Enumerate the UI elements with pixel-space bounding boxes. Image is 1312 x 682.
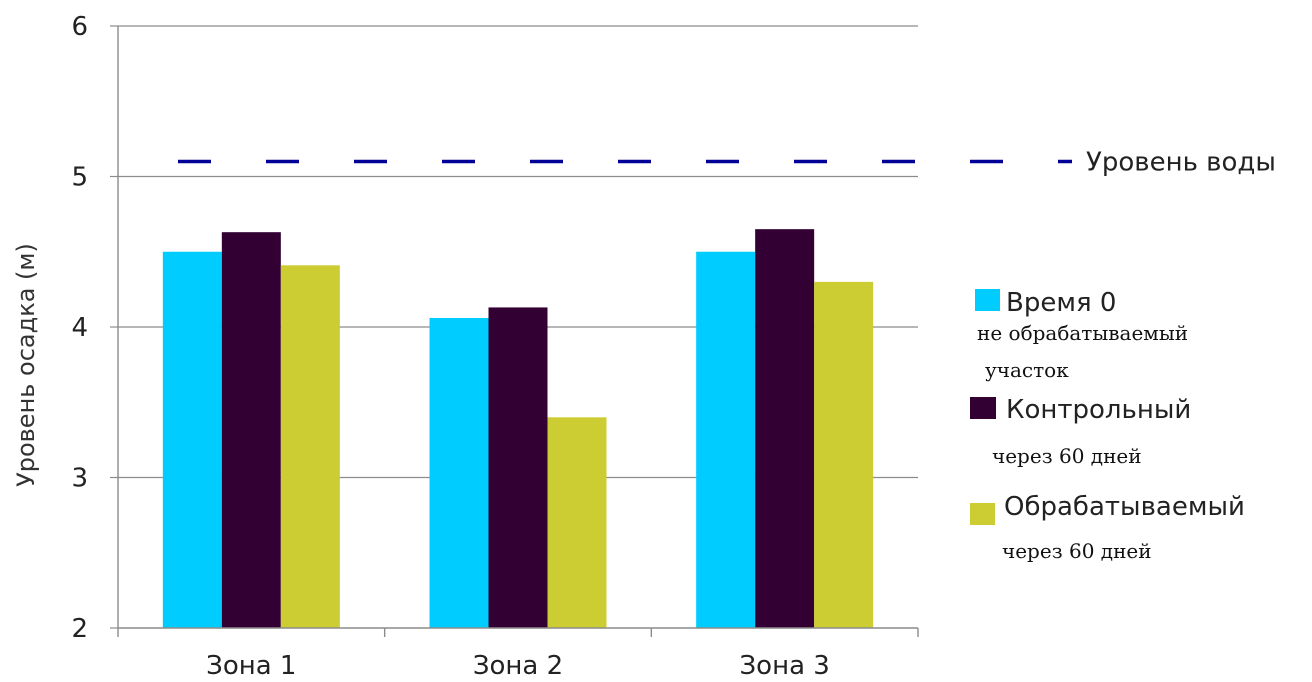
legend-swatch-1 — [975, 289, 1000, 311]
legend-label-2: Контрольный — [1006, 395, 1191, 425]
bars — [162, 229, 874, 629]
y-tick-label: 4 — [71, 313, 88, 343]
legend-label-3: Обрабатываемый — [1004, 492, 1245, 522]
x-category-label: Зона 1 — [206, 651, 296, 681]
water-level-line: Уровень воды — [178, 147, 1276, 177]
bar-3-3 — [814, 281, 874, 628]
x-category-label: Зона 3 — [740, 651, 830, 681]
axes — [117, 26, 919, 637]
bar-3-2 — [547, 417, 607, 628]
y-axis-ticks: 2 3 4 5 6 — [71, 12, 118, 644]
bar-2-3 — [755, 229, 815, 629]
legend-sublabel-1-2: участок — [985, 358, 1069, 382]
y-tick-label: 5 — [71, 163, 88, 193]
bar-1-1 — [162, 251, 222, 628]
legend-sublabel-1-1: не обрабатываемый — [977, 321, 1188, 345]
bar-2-1 — [221, 232, 281, 628]
x-category-label: Зона 2 — [473, 651, 563, 681]
legend-swatch-2 — [970, 397, 996, 419]
y-tick-label: 3 — [71, 464, 88, 494]
legend-sublabel-2-1: через 60 дней — [992, 444, 1142, 468]
legend-label-1: Время 0 — [1006, 288, 1116, 318]
bar-1-2 — [429, 317, 489, 628]
legend-swatch-3 — [970, 503, 995, 525]
bar-1-3 — [696, 251, 756, 628]
legend: Время 0 не обрабатываемый участок Контрольн… — [970, 288, 1245, 563]
legend-sublabel-3-1: через 60 дней — [1002, 539, 1152, 563]
x-axis-labels: Зона 1 Зона 2 Зона 3 — [206, 651, 830, 681]
bar-3-1 — [280, 265, 340, 628]
y-tick-label: 6 — [71, 12, 88, 42]
y-axis-title: Уровень осадка (м) — [12, 243, 40, 487]
y-tick-label: 2 — [71, 614, 88, 644]
bar-2-2 — [488, 307, 548, 628]
water-level-label: Уровень воды — [1086, 147, 1276, 177]
